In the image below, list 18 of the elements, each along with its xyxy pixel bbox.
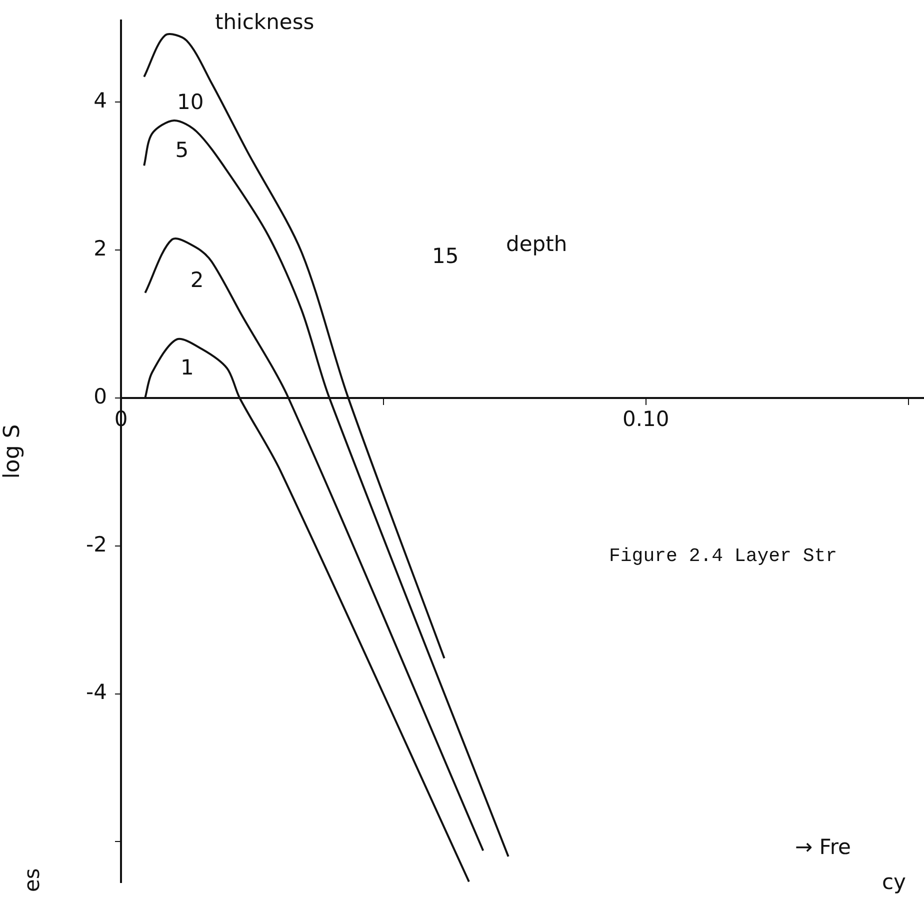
annotation: thickness xyxy=(215,10,314,34)
annotation: 15 xyxy=(432,244,459,268)
y-tick-label: -2 xyxy=(86,532,107,556)
y-axis-title: log S xyxy=(0,424,25,479)
series-label: 5 xyxy=(175,138,189,162)
annotation: Figure 2.4 Layer Str xyxy=(609,545,838,567)
x-tick-label: 0.10 xyxy=(622,406,670,431)
y-tick-label: -4 xyxy=(86,680,107,704)
y-tick-label: 0 xyxy=(94,384,107,408)
series-label: 2 xyxy=(190,268,204,292)
y-tick-label: 4 xyxy=(94,88,107,112)
y-tick-label: 2 xyxy=(94,236,107,260)
annotation: cy xyxy=(882,870,906,894)
annotation: depth xyxy=(506,232,568,256)
annotation: → Fre xyxy=(795,835,851,859)
series-label: 1 xyxy=(180,356,194,380)
text: es xyxy=(20,868,44,892)
series-label: 10 xyxy=(177,90,204,114)
